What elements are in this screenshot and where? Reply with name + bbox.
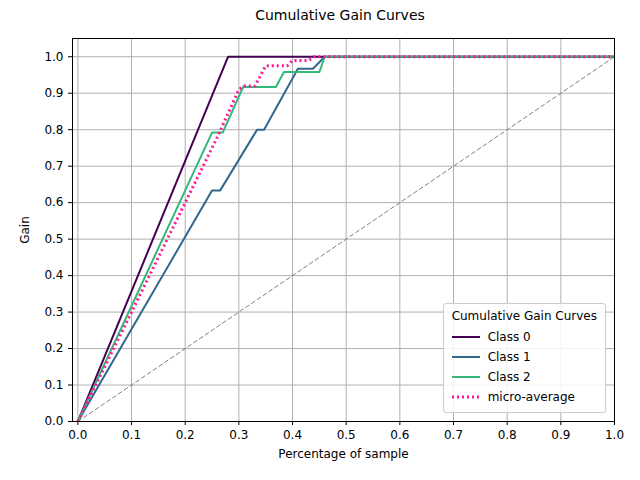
- svg-text:0.5: 0.5: [337, 428, 356, 442]
- svg-text:0.1: 0.1: [44, 378, 63, 392]
- html-text:micro-average: micro-average: [487, 390, 575, 404]
- svg-text:0.7: 0.7: [444, 428, 463, 442]
- html-text:Class 1: Class 1: [487, 350, 531, 364]
- html-text:Cumulative Gain Curves: Cumulative Gain Curves: [255, 7, 425, 23]
- svg-text:0.0: 0.0: [68, 428, 87, 442]
- svg-text:Gain: Gain: [18, 216, 32, 244]
- svg-text:0.7: 0.7: [44, 159, 63, 173]
- svg-text:0.3: 0.3: [229, 428, 248, 442]
- html-text:Class 0: Class 0: [487, 330, 531, 344]
- svg-text:0.8: 0.8: [498, 428, 517, 442]
- svg-text:0.1: 0.1: [122, 428, 141, 442]
- svg-text:0.3: 0.3: [44, 305, 63, 319]
- svg-text:0.6: 0.6: [390, 428, 409, 442]
- svg-text:Percentage of sample: Percentage of sample: [278, 447, 408, 461]
- svg-text:0.5: 0.5: [44, 232, 63, 246]
- svg-text:0.0: 0.0: [44, 414, 63, 428]
- svg-text:0.2: 0.2: [44, 341, 63, 355]
- svg-text:0.2: 0.2: [176, 428, 195, 442]
- svg-text:0.9: 0.9: [44, 86, 63, 100]
- svg-text:1.0: 1.0: [44, 50, 63, 64]
- html-text:Cumulative Gain Curves: Cumulative Gain Curves: [451, 309, 597, 323]
- svg-text:0.9: 0.9: [551, 428, 570, 442]
- svg-text:0.4: 0.4: [283, 428, 302, 442]
- svg-text:0.4: 0.4: [44, 268, 63, 282]
- svg-text:1.0: 1.0: [605, 428, 624, 442]
- html-text:Class 2: Class 2: [487, 370, 531, 384]
- svg-text:0.6: 0.6: [44, 195, 63, 209]
- svg-text:0.8: 0.8: [44, 123, 63, 137]
